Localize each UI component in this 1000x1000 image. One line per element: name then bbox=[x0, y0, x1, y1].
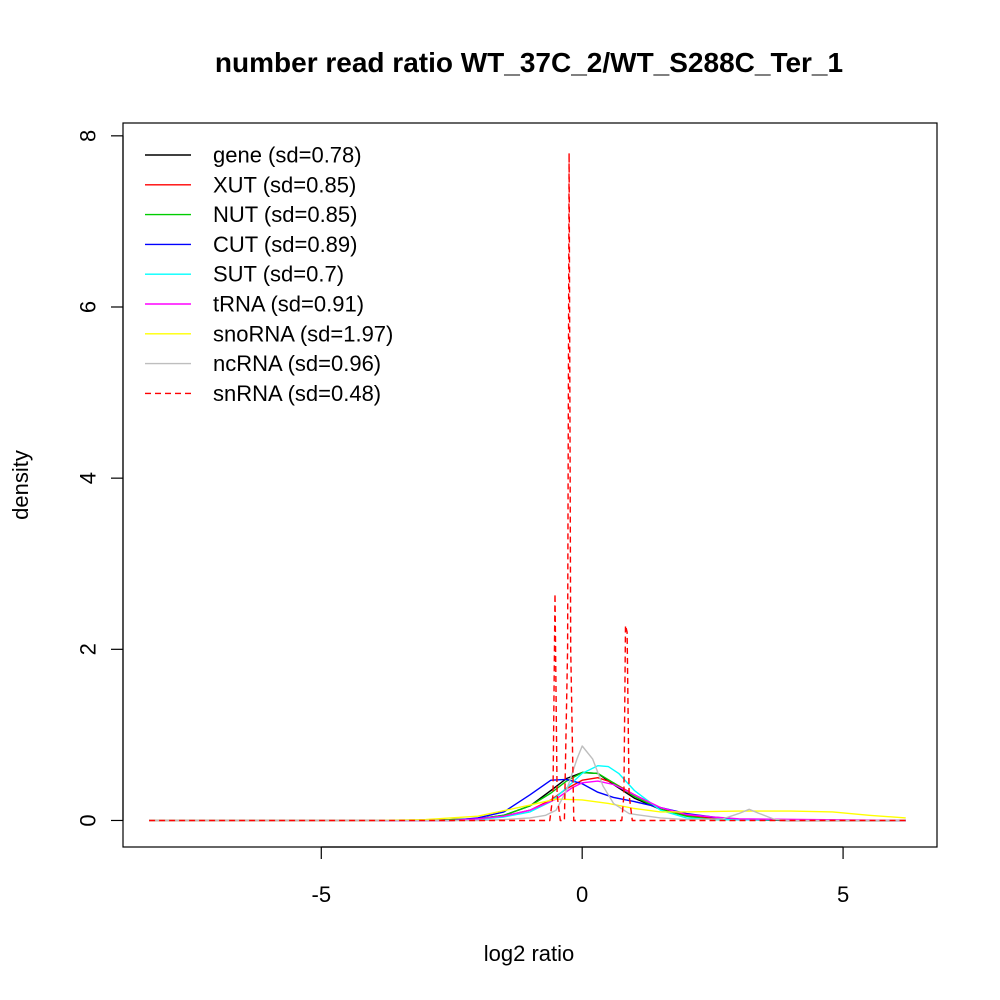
legend-label: NUT (sd=0.85) bbox=[213, 202, 357, 227]
series-line-4 bbox=[149, 765, 906, 822]
y-tick-label: 2 bbox=[76, 643, 101, 655]
x-axis-label: log2 ratio bbox=[484, 941, 575, 966]
legend-label: ncRNA (sd=0.96) bbox=[213, 351, 381, 376]
legend-label: snRNA (sd=0.48) bbox=[213, 381, 381, 406]
x-tick-label: 5 bbox=[837, 882, 849, 907]
series-line-3 bbox=[149, 778, 906, 822]
x-tick-label: -5 bbox=[312, 882, 332, 907]
series-line-5 bbox=[149, 780, 906, 822]
series-line-8 bbox=[149, 152, 906, 822]
series-line-1 bbox=[149, 777, 906, 822]
y-tick-label: 0 bbox=[76, 814, 101, 826]
x-axis: -5 0 5 bbox=[312, 846, 849, 907]
series-line-6 bbox=[149, 798, 906, 822]
legend-label: gene (sd=0.78) bbox=[213, 143, 362, 168]
y-tick-label: 4 bbox=[76, 472, 101, 484]
legend-label: CUT (sd=0.89) bbox=[213, 232, 357, 257]
y-tick-label: 6 bbox=[76, 301, 101, 313]
legend-label: snoRNA (sd=1.97) bbox=[213, 321, 393, 346]
y-axis: 0 2 4 6 8 bbox=[76, 130, 124, 827]
legend: gene (sd=0.78) XUT (sd=0.85) NUT (sd=0.85)… bbox=[145, 143, 393, 406]
series-layer bbox=[149, 152, 906, 822]
y-tick-label: 8 bbox=[76, 130, 101, 142]
series-line-7 bbox=[149, 745, 906, 822]
legend-label: XUT (sd=0.85) bbox=[213, 172, 356, 197]
chart-title: number read ratio WT_37C_2/WT_S288C_Ter_… bbox=[215, 47, 843, 78]
legend-label: SUT (sd=0.7) bbox=[213, 262, 344, 287]
y-axis-label: density bbox=[8, 450, 33, 520]
x-tick-label: 0 bbox=[576, 882, 588, 907]
legend-label: tRNA (sd=0.91) bbox=[213, 292, 364, 317]
